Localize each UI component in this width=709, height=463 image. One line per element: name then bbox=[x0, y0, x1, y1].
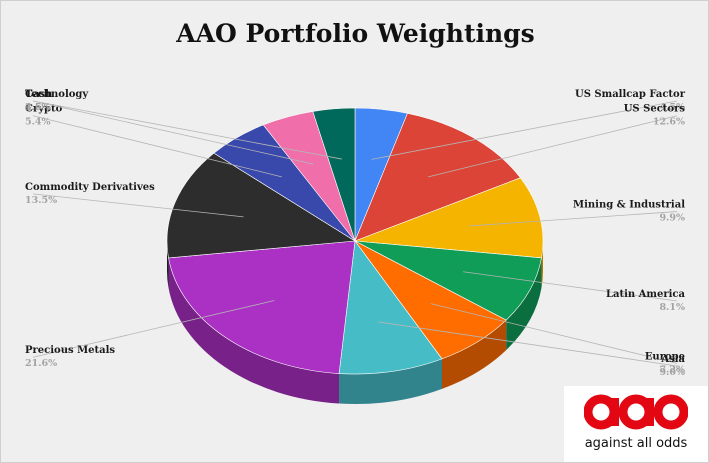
slice-value: 9.0% bbox=[659, 367, 685, 378]
pie-slice-precious-metals bbox=[168, 240, 356, 374]
slice-value: 9.9% bbox=[659, 213, 685, 224]
slice-value: 8.1% bbox=[659, 302, 685, 313]
slice-label: Asia bbox=[660, 354, 685, 365]
slice-label: Technology bbox=[25, 89, 89, 100]
pie-side-commodity-derivatives bbox=[167, 241, 169, 288]
pie-slice-us-sectors bbox=[354, 112, 521, 242]
slice-label: Mining & Industrial bbox=[573, 200, 685, 211]
logo-tagline: against all odds bbox=[584, 436, 688, 451]
leader-line bbox=[469, 211, 678, 227]
leader-line bbox=[32, 300, 275, 358]
leader-line bbox=[430, 303, 678, 364]
slice-label: Europe bbox=[645, 351, 685, 362]
leader-line bbox=[428, 115, 678, 178]
pie-side-europe bbox=[442, 320, 507, 389]
pie-slices bbox=[166, 107, 544, 375]
pie-side-latin-america bbox=[506, 257, 542, 351]
slice-label: Latin America bbox=[606, 289, 686, 300]
aao-logo-mark bbox=[584, 394, 688, 430]
slice-value: 4.5% bbox=[659, 102, 685, 113]
pie-slice-mining-industrial bbox=[354, 177, 544, 259]
slice-label: Precious Metals bbox=[25, 345, 115, 356]
slice-value: 13.5% bbox=[25, 195, 57, 206]
brand-logo: against all odds bbox=[564, 386, 708, 462]
slice-label: Cash bbox=[25, 89, 53, 100]
leader-line bbox=[32, 100, 314, 165]
leader-line bbox=[32, 115, 282, 178]
pie-side-walls bbox=[167, 241, 543, 404]
slice-label: Commodity Derivatives bbox=[25, 182, 155, 193]
chart-title: AAO Portfolio Weightings bbox=[176, 19, 535, 48]
slice-value: 3.6% bbox=[25, 102, 51, 113]
pie-side-precious-metals bbox=[168, 257, 340, 404]
pie-side-asia bbox=[339, 358, 443, 404]
slice-label: Crypto bbox=[25, 104, 63, 115]
leader-line bbox=[371, 100, 678, 160]
slice-label: US Sectors bbox=[624, 104, 686, 115]
pie-slice-latin-america bbox=[354, 240, 542, 321]
pie-slice-cash bbox=[312, 107, 356, 242]
slice-value: 4.5% bbox=[25, 102, 51, 113]
slice-value: 7.2% bbox=[659, 364, 685, 375]
leader-line bbox=[377, 321, 678, 367]
slice-value: 12.6% bbox=[653, 117, 685, 128]
slice-value: 5.4% bbox=[25, 117, 51, 128]
leader-line bbox=[32, 100, 342, 160]
pie-slice-asia bbox=[338, 240, 443, 375]
slice-label: US Smallcap Factor bbox=[575, 89, 686, 100]
leader-line bbox=[463, 271, 678, 302]
leader-line bbox=[32, 193, 244, 218]
pie-slice-commodity-derivatives bbox=[166, 152, 356, 259]
pie-side-mining-industrial bbox=[541, 241, 543, 288]
slice-value: 21.6% bbox=[25, 358, 57, 369]
